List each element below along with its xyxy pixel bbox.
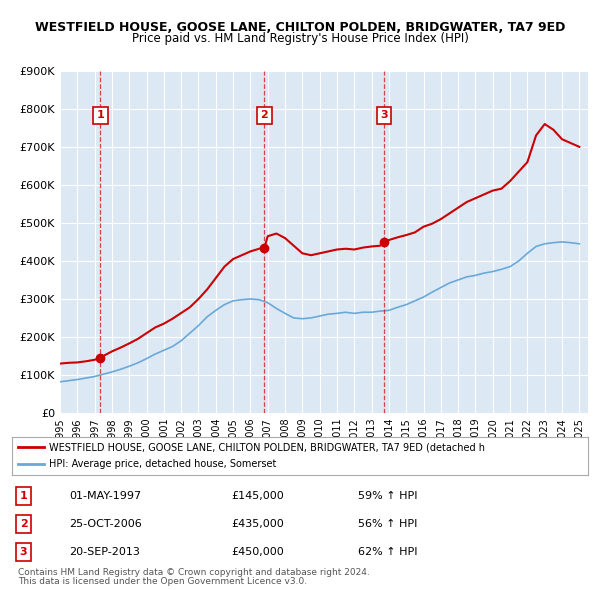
Text: 2: 2 <box>260 110 268 120</box>
Text: This data is licensed under the Open Government Licence v3.0.: This data is licensed under the Open Gov… <box>18 577 307 586</box>
Text: 59% ↑ HPI: 59% ↑ HPI <box>358 491 417 501</box>
Text: 25-OCT-2006: 25-OCT-2006 <box>70 519 142 529</box>
Text: £145,000: £145,000 <box>231 491 284 501</box>
Text: 62% ↑ HPI: 62% ↑ HPI <box>358 548 417 557</box>
Text: HPI: Average price, detached house, Somerset: HPI: Average price, detached house, Some… <box>49 459 277 469</box>
Text: WESTFIELD HOUSE, GOOSE LANE, CHILTON POLDEN, BRIDGWATER, TA7 9ED: WESTFIELD HOUSE, GOOSE LANE, CHILTON POL… <box>35 21 565 34</box>
Text: Price paid vs. HM Land Registry's House Price Index (HPI): Price paid vs. HM Land Registry's House … <box>131 32 469 45</box>
Text: 1: 1 <box>20 491 28 501</box>
Text: WESTFIELD HOUSE, GOOSE LANE, CHILTON POLDEN, BRIDGWATER, TA7 9ED (detached h: WESTFIELD HOUSE, GOOSE LANE, CHILTON POL… <box>49 442 485 453</box>
Text: 3: 3 <box>20 548 28 557</box>
Text: 01-MAY-1997: 01-MAY-1997 <box>70 491 142 501</box>
Text: 20-SEP-2013: 20-SEP-2013 <box>70 548 140 557</box>
Text: £435,000: £435,000 <box>231 519 284 529</box>
Text: Contains HM Land Registry data © Crown copyright and database right 2024.: Contains HM Land Registry data © Crown c… <box>18 568 370 577</box>
Text: £450,000: £450,000 <box>231 548 284 557</box>
Text: 1: 1 <box>97 110 104 120</box>
Text: 56% ↑ HPI: 56% ↑ HPI <box>358 519 417 529</box>
Text: 2: 2 <box>20 519 28 529</box>
Text: 3: 3 <box>380 110 388 120</box>
